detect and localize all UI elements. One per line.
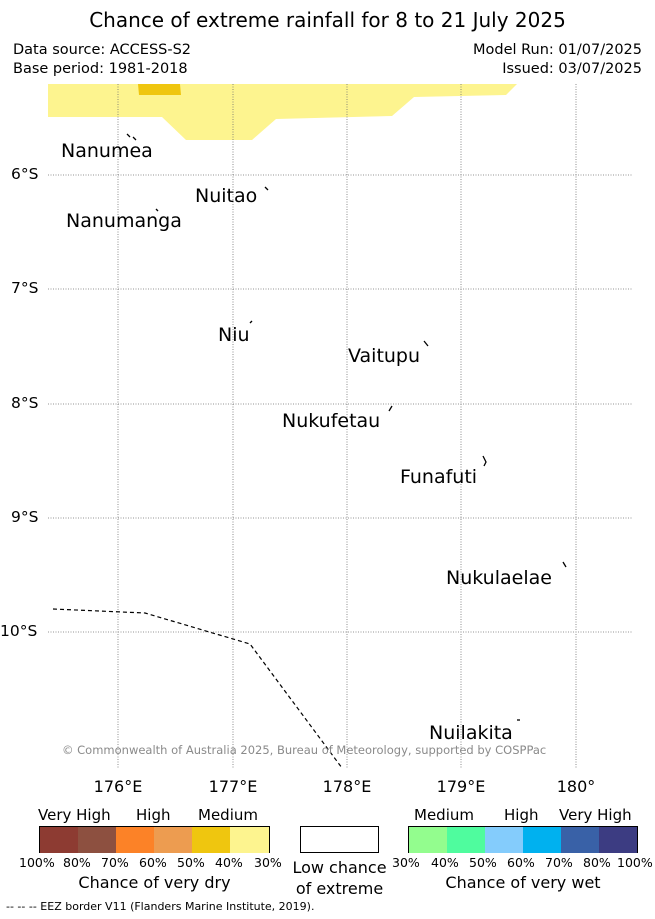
funafuti-island xyxy=(482,455,487,467)
eez-footnote: -- -- -- EEZ border V11 (Flanders Marine… xyxy=(6,900,315,913)
nanumanga-island xyxy=(155,208,159,212)
wet-tick-50: 50% xyxy=(469,855,497,870)
place-nukulaelae: Nukulaelae xyxy=(446,567,552,589)
gridlines xyxy=(48,84,632,768)
dry-caption: Chance of very dry xyxy=(78,873,231,892)
nuitao-island xyxy=(264,186,269,191)
copyright-notice: © Commonwealth of Australia 2025, Bureau… xyxy=(62,743,547,757)
wet-tick-100: 100% xyxy=(617,855,653,870)
place-funafuti: Funafuti xyxy=(400,466,478,488)
lat-label-6s: 6°S xyxy=(11,165,39,183)
dry-swatch-60-50 xyxy=(154,827,193,853)
dry-header-very-high: Very High xyxy=(38,806,111,824)
lon-label-178e: 178°E xyxy=(322,777,372,796)
wet-swatch-50-60 xyxy=(485,827,524,853)
dry-header-high: High xyxy=(136,806,171,824)
wet-tick-30: 30% xyxy=(392,855,420,870)
dry-tick-30: 30% xyxy=(254,855,282,870)
lon-label-177e: 177°E xyxy=(208,777,258,796)
wet-swatch-70-80 xyxy=(561,827,600,853)
dry-tick-70: 70% xyxy=(101,855,129,870)
dry-tick-100: 100% xyxy=(19,855,55,870)
dry-colorbar xyxy=(39,826,270,853)
dry-tick-40: 40% xyxy=(215,855,243,870)
wet-header-high: High xyxy=(504,806,539,824)
dry-swatch-70-60 xyxy=(116,827,155,853)
wet-header-very-high: Very High xyxy=(559,806,632,824)
meta-left: Data source: ACCESS-S2 Base period: 1981… xyxy=(13,41,191,79)
wet-header-medium: Medium xyxy=(414,806,474,824)
wet-swatch-40-50 xyxy=(447,827,486,853)
wet-tick-60: 60% xyxy=(507,855,535,870)
lon-label-176e: 176°E xyxy=(93,777,143,796)
dry-tick-50: 50% xyxy=(177,855,205,870)
wet-tick-70: 70% xyxy=(545,855,573,870)
dry-swatch-80-70 xyxy=(78,827,117,853)
model-run: Model Run: 01/07/2025 xyxy=(472,42,642,58)
wet-caption: Chance of very wet xyxy=(445,873,601,892)
wet-tick-80: 80% xyxy=(583,855,611,870)
lat-label-9s: 9°S xyxy=(11,508,39,526)
lat-label-10s: 10°S xyxy=(0,622,38,640)
nukulaelae-island xyxy=(562,561,567,568)
dry-swatch-40-30 xyxy=(230,827,269,853)
lon-label-180: 180° xyxy=(556,777,596,796)
data-source: Data source: ACCESS-S2 xyxy=(13,42,192,58)
base-period: Base period: 1981-2018 xyxy=(13,61,188,77)
place-nuitao: Nuitao xyxy=(195,185,258,207)
dry-tick-60: 60% xyxy=(139,855,167,870)
nukufetau-island xyxy=(388,405,393,412)
map-canvas xyxy=(48,84,632,769)
dry-header-medium: Medium xyxy=(198,806,258,824)
dry-high-area xyxy=(138,84,181,95)
wet-swatch-80-100 xyxy=(599,827,637,853)
map-title: Chance of extreme rainfall for 8 to 21 J… xyxy=(89,8,566,32)
dry-swatch-50-40 xyxy=(192,827,231,853)
place-nukufetau: Nukufetau xyxy=(282,410,381,432)
place-nuilakita: Nuilakita xyxy=(429,722,513,744)
lat-label-8s: 8°S xyxy=(11,394,39,412)
wet-swatch-60-70 xyxy=(523,827,562,853)
low-chance-caption-2: of extreme xyxy=(295,879,384,898)
place-vaitupu: Vaitupu xyxy=(348,345,421,367)
meta-right: Model Run: 01/07/2025 Issued: 03/07/2025 xyxy=(473,41,642,79)
dry-medium-area xyxy=(48,84,517,140)
low-chance-caption-1: Low chance xyxy=(292,858,387,877)
nanumea-island xyxy=(126,133,137,141)
wet-tick-40: 40% xyxy=(431,855,459,870)
dry-swatch-100-80 xyxy=(40,827,79,853)
wet-colorbar xyxy=(408,826,638,853)
place-nanumea: Nanumea xyxy=(61,140,153,162)
islands xyxy=(126,133,567,721)
niu-island xyxy=(249,320,253,324)
lat-label-7s: 7°S xyxy=(11,279,39,297)
lon-label-179e: 179°E xyxy=(436,777,486,796)
low-chance-box xyxy=(300,826,379,853)
place-nanumanga: Nanumanga xyxy=(66,210,182,232)
issued-date: Issued: 03/07/2025 xyxy=(502,61,642,77)
dry-tick-80: 80% xyxy=(63,855,91,870)
vaitupu-island xyxy=(423,340,429,347)
wet-swatch-30-40 xyxy=(409,827,448,853)
place-niu: Niu xyxy=(218,324,250,346)
